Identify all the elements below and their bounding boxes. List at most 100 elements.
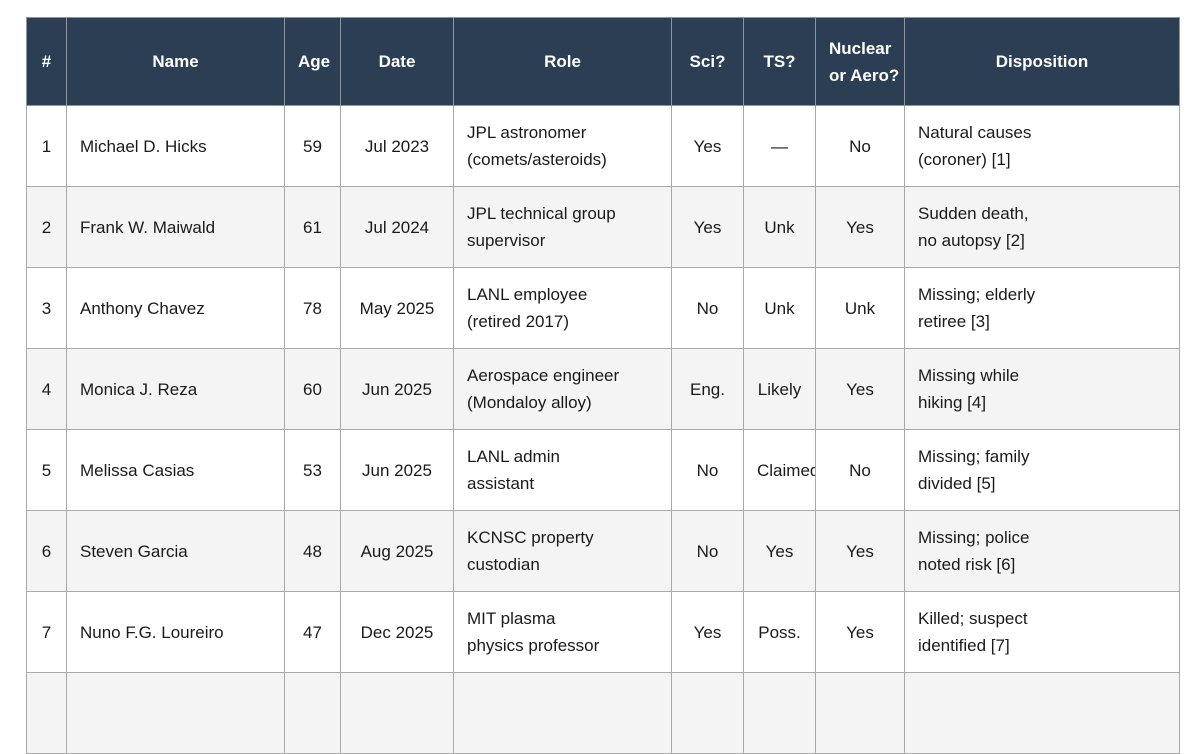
table-cell: JPL technical group supervisor <box>453 186 672 268</box>
column-header: Name <box>66 17 285 106</box>
table-cell: Anthony Chavez <box>66 267 285 349</box>
table-cell: No <box>815 105 905 187</box>
cell-line: KCNSC property <box>467 528 594 547</box>
table-row <box>26 672 1180 754</box>
table-cell: No <box>815 429 905 511</box>
table-cell: Melissa Casias <box>66 429 285 511</box>
table-cell: Jun 2025 <box>340 429 454 511</box>
table-cell: — <box>743 105 816 187</box>
cell-line: identified [7] <box>918 636 1010 655</box>
table-cell: Steven Garcia <box>66 510 285 592</box>
table-header: # Name Age Date Role Sci? TS? Nuclear or Aero? Di… <box>26 17 1180 106</box>
table-cell <box>66 672 285 754</box>
table-cell: 48 <box>284 510 341 592</box>
cell-line: Missing; family <box>918 447 1030 466</box>
page: # Name Age Date Role Sci? TS? Nuclear or Aero? Di… <box>26 17 1180 754</box>
cell-line: LANL admin <box>467 447 560 466</box>
table-cell <box>26 672 67 754</box>
table-cell: Yes <box>671 105 744 187</box>
table-cell: Likely <box>743 348 816 430</box>
table-cell: Unk <box>743 186 816 268</box>
cell-line: custodian <box>467 555 540 574</box>
table-cell: Jul 2024 <box>340 186 454 268</box>
table-cell: Yes <box>671 591 744 673</box>
table-cell: Nuno F.G. Loureiro <box>66 591 285 673</box>
table-cell: Yes <box>671 186 744 268</box>
table-cell: Yes <box>815 510 905 592</box>
table-cell <box>815 672 905 754</box>
column-header: TS? <box>743 17 816 106</box>
table-cell: Missing; family divided [5] <box>904 429 1180 511</box>
table-cell: LANL admin assistant <box>453 429 672 511</box>
cell-line: Missing; police <box>918 528 1030 547</box>
table-cell: 60 <box>284 348 341 430</box>
cell-line: Natural causes <box>918 123 1032 142</box>
table-cell: 1 <box>26 105 67 187</box>
table-body: 1 Michael D. Hicks 59 Jul 2023 JPL astronome… <box>26 105 1180 754</box>
table-cell: Michael D. Hicks <box>66 105 285 187</box>
table-cell: Missing; police noted risk [6] <box>904 510 1180 592</box>
table-cell <box>340 672 454 754</box>
table-cell: Monica J. Reza <box>66 348 285 430</box>
table-cell: 6 <box>26 510 67 592</box>
table-cell: 53 <box>284 429 341 511</box>
data-table: # Name Age Date Role Sci? TS? Nuclear or Aero? Di… <box>26 17 1180 754</box>
table-cell: 2 <box>26 186 67 268</box>
table-cell: Poss. <box>743 591 816 673</box>
table-cell: No <box>671 267 744 349</box>
table-cell: 3 <box>26 267 67 349</box>
table-cell: Sudden death, no autopsy [2] <box>904 186 1180 268</box>
table-cell: 7 <box>26 591 67 673</box>
table-row: 3 Anthony Chavez 78 May 2025 LANL employee (r… <box>26 267 1180 349</box>
cell-line: (comets/asteroids) <box>467 150 607 169</box>
cell-line: Missing; elderly <box>918 285 1036 304</box>
cell-line: MIT plasma <box>467 609 556 628</box>
table-cell: MIT plasma physics professor <box>453 591 672 673</box>
column-header: Disposition <box>904 17 1180 106</box>
column-header: Sci? <box>671 17 744 106</box>
table-row: 1 Michael D. Hicks 59 Jul 2023 JPL astronome… <box>26 105 1180 187</box>
cell-line: Sudden death, <box>918 204 1029 223</box>
table-cell: LANL employee (retired 2017) <box>453 267 672 349</box>
table-cell: JPL astronomer (comets/asteroids) <box>453 105 672 187</box>
cell-line: hiking [4] <box>918 393 987 412</box>
table-cell: Yes <box>815 186 905 268</box>
table-cell: Eng. <box>671 348 744 430</box>
cell-line: Aerospace engineer <box>467 366 620 385</box>
cell-line: supervisor <box>467 231 546 250</box>
cell-line: (coroner) [1] <box>918 150 1011 169</box>
table-cell: Claimed <box>743 429 816 511</box>
column-header: Age <box>284 17 341 106</box>
table-cell: 47 <box>284 591 341 673</box>
table-cell: Dec 2025 <box>340 591 454 673</box>
table-cell <box>453 672 672 754</box>
table-cell <box>743 672 816 754</box>
column-header: Nuclear or Aero? <box>815 17 905 106</box>
cell-line: LANL employee <box>467 285 588 304</box>
table-cell: Frank W. Maiwald <box>66 186 285 268</box>
table-cell: Killed; suspect identified [7] <box>904 591 1180 673</box>
table-row: 6 Steven Garcia 48 Aug 2025 KCNSC property cu… <box>26 510 1180 592</box>
cell-line: retiree [3] <box>918 312 990 331</box>
cell-line: no autopsy [2] <box>918 231 1025 250</box>
table-cell: Jul 2023 <box>340 105 454 187</box>
table-row: 7 Nuno F.G. Loureiro 47 Dec 2025 MIT plasma p… <box>26 591 1180 673</box>
column-header: Role <box>453 17 672 106</box>
cell-line: Missing while <box>918 366 1020 385</box>
table-cell: Unk <box>815 267 905 349</box>
column-header: # <box>26 17 67 106</box>
table-cell: 4 <box>26 348 67 430</box>
table-cell: 59 <box>284 105 341 187</box>
cell-line: (Mondaloy alloy) <box>467 393 592 412</box>
table-cell: No <box>671 429 744 511</box>
cell-line: Nuclear <box>829 38 892 58</box>
cell-line: JPL technical group <box>467 204 616 223</box>
table-cell: KCNSC property custodian <box>453 510 672 592</box>
table-cell <box>904 672 1180 754</box>
column-header: Date <box>340 17 454 106</box>
cell-line: noted risk [6] <box>918 555 1016 574</box>
cell-line: assistant <box>467 474 535 493</box>
table-row: 5 Melissa Casias 53 Jun 2025 LANL admin assis… <box>26 429 1180 511</box>
table-cell: Aug 2025 <box>340 510 454 592</box>
cell-line: JPL astronomer <box>467 123 587 142</box>
